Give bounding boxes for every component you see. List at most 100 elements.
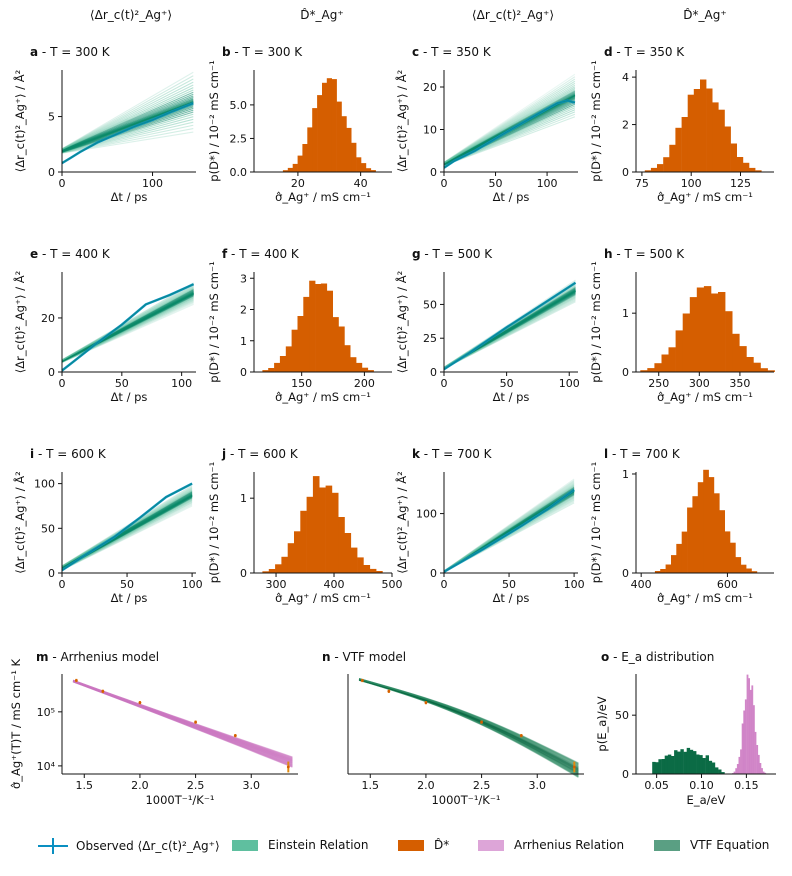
y-axis-label: p(D*) / 10⁻² mS cm⁻¹ <box>589 462 603 583</box>
histogram-bar <box>332 317 339 372</box>
histogram-bar <box>687 507 693 573</box>
panel-b: b - T = 300 K 20 40 0.0 2.5 5.0 σ̂_Ag⁺ / mS cm… <box>207 45 392 204</box>
x-axis-label: Δt / ps <box>493 591 530 605</box>
histogram-bar <box>647 368 655 372</box>
histogram-bar <box>671 555 677 573</box>
vtf-swatch-icon <box>654 839 680 851</box>
y-tick-label: 3 <box>240 272 247 285</box>
einstein-fit-line <box>61 87 194 150</box>
einstein-fit-line <box>61 285 194 361</box>
legend-dhat: D̂* <box>398 838 449 852</box>
y-tick-label: 25 <box>423 332 437 345</box>
y-axis-label: ⟨Δr_c(t)²_Ag⁺⟩ / Å² <box>12 471 27 573</box>
y-tick-label: 4 <box>622 71 629 84</box>
vtf-fit-line <box>358 678 579 769</box>
einstein-fit-line <box>61 84 194 150</box>
y-tick-label: 1 <box>622 307 629 320</box>
histogram-bar <box>326 78 332 172</box>
histogram-bar <box>346 127 352 172</box>
vtf-ea-bar <box>671 756 675 774</box>
arrhenius-fit-line <box>72 680 293 763</box>
einstein-swatch-icon <box>232 839 258 851</box>
panel-title: d - T = 350 K <box>604 45 685 59</box>
panel-title: m - Arrhenius model <box>36 650 159 664</box>
x-tick-label: 400 <box>631 578 652 591</box>
histogram-bar <box>687 94 695 172</box>
y-tick-label: 10⁴ <box>37 760 56 773</box>
data-point <box>74 679 78 682</box>
panel-o: o - E_a distribution 0.05 0.10 0.15 0 50 E_a/e… <box>595 650 776 807</box>
einstein-fit-line <box>61 91 194 151</box>
arrhenius-ea-bar <box>735 768 738 774</box>
arrhenius-fit-line <box>72 679 293 761</box>
einstein-fit-line <box>61 89 194 151</box>
einstein-mean-line <box>443 489 575 573</box>
arrhenius-fit-line <box>72 680 293 765</box>
vtf-fit-line <box>358 678 579 765</box>
vtf-fit-line <box>358 679 579 779</box>
histogram-bar <box>711 293 719 372</box>
legend-observed: Observed ⟨Δr_c(t)²_Ag⁺⟩ <box>38 838 220 854</box>
x-tick-label: 0 <box>441 177 448 190</box>
einstein-fit-line <box>61 286 194 361</box>
histogram-bar <box>344 533 352 573</box>
histogram-bar <box>351 142 357 172</box>
data-point <box>387 689 391 693</box>
y-axis-label: ⟨Δr_c(t)²_Ag⁺⟩ / Å² <box>12 271 27 373</box>
arrhenius-fit-line <box>72 680 293 767</box>
histogram-bar <box>292 163 298 172</box>
vtf-fit-line <box>358 678 579 771</box>
legend-vtf-label: VTF Equation <box>690 838 770 852</box>
panel-title: n - VTF model <box>322 650 406 664</box>
histogram-bar <box>312 476 320 573</box>
einstein-fit-line <box>61 501 193 571</box>
panel-title: a - T = 300 K <box>30 45 111 59</box>
panel-title: k - T = 700 K <box>412 447 493 461</box>
vtf-ea-bar <box>655 762 659 774</box>
vtf-fit-line <box>358 678 579 768</box>
histogram-bar <box>331 79 337 172</box>
histogram-bar <box>338 517 345 573</box>
x-axis-label: Δt / ps <box>493 390 530 404</box>
data-point <box>480 720 483 724</box>
einstein-fit-line <box>61 124 194 154</box>
histogram-bar <box>356 157 362 172</box>
histogram-bar <box>660 569 666 573</box>
x-axis-label: σ̂_Ag⁺ / mS cm⁻¹ <box>275 390 371 404</box>
vtf-ea-bar <box>708 760 713 774</box>
x-tick-label: 100 <box>564 578 585 591</box>
panel-title: c - T = 350 K <box>412 45 492 59</box>
vtf-fit-line <box>358 679 579 778</box>
histogram-bar <box>367 370 374 372</box>
panel-h: h - T = 500 K 250 300 350 0 1 σ̂_Ag⁺ / mS cm⁻¹… <box>589 247 775 404</box>
y-tick-label: 100 <box>34 478 55 491</box>
histogram-bar <box>285 346 292 372</box>
vtf-fit-line <box>358 679 579 776</box>
histogram-bar <box>654 571 661 573</box>
histogram-bar <box>725 311 733 372</box>
x-tick-label: 0 <box>59 578 66 591</box>
vtf-ea-bar <box>658 759 662 774</box>
histogram-bar <box>753 362 761 372</box>
panel-title: b - T = 300 K <box>222 45 303 59</box>
y-axis-label: p(D*) / 10⁻² mS cm⁻¹ <box>207 462 221 583</box>
histogram-bar <box>665 564 672 573</box>
y-tick-label: 0 <box>48 366 55 379</box>
vtf-ea-bar <box>696 754 700 774</box>
arrhenius-fit-line <box>72 679 293 759</box>
histogram-bar <box>291 329 298 372</box>
arrhenius-ea-bar <box>744 699 747 774</box>
x-tick-label: 600 <box>717 578 738 591</box>
arrhenius-fit-line <box>72 679 293 759</box>
histogram-bar <box>644 170 652 172</box>
x-axis-label: 1000T⁻¹/K⁻¹ <box>145 793 214 807</box>
arrhenius-ea-bar <box>743 710 746 774</box>
vtf-fit-line <box>358 678 579 768</box>
einstein-fit-line <box>61 502 193 571</box>
arrhenius-fit-line <box>72 679 293 759</box>
arrhenius-ea-bar <box>754 731 757 774</box>
y-tick-label: 0 <box>622 366 629 379</box>
histogram-bar <box>663 157 670 172</box>
arrhenius-fit-line <box>72 680 293 767</box>
